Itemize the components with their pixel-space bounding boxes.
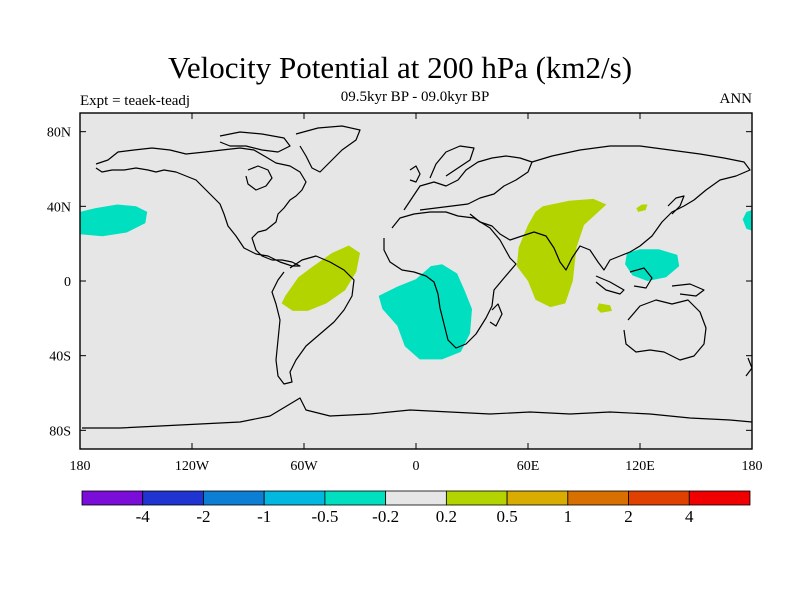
latitude-axis: 80N 40N 0 40S 80S <box>47 126 752 439</box>
y-tick-label: 40S <box>49 350 71 365</box>
coast-australia <box>623 299 707 361</box>
y-tick-label: 80S <box>49 424 71 439</box>
colorbar-label: -0.2 <box>372 507 399 526</box>
region-green-indian-ocean-blob <box>597 303 612 313</box>
colorbar-label: -0.5 <box>311 507 338 526</box>
region-cyan-north-pacific <box>80 204 148 237</box>
coast-hudson-bay <box>245 165 273 191</box>
coast-british-isles <box>409 165 421 183</box>
coast-north-america <box>95 147 307 267</box>
colorbar-label: 4 <box>685 507 694 526</box>
x-tick-label: 180 <box>742 459 763 474</box>
coast-borneo-sumatra <box>595 275 625 295</box>
coast-greenland <box>295 125 361 173</box>
colorbar-box <box>263 490 326 506</box>
x-tick-label: 60W <box>290 459 318 474</box>
coast-scandinavia <box>429 145 475 179</box>
region-green-south-america <box>281 245 360 311</box>
region-cyan-south-atlantic-africa <box>378 264 472 360</box>
region-cyan-maritime-continent <box>625 249 680 281</box>
x-tick-label: 120W <box>175 459 210 474</box>
coast-japan <box>667 195 685 215</box>
coast-new-guinea <box>671 283 705 297</box>
colorbar-box <box>324 490 387 506</box>
colorbar-label: 0.2 <box>436 507 457 526</box>
coast-borneo <box>629 267 653 289</box>
colorbar-label: -2 <box>196 507 210 526</box>
colorbar-box <box>506 490 569 506</box>
region-green-east-asia-blob <box>636 204 648 212</box>
y-tick-label: 0 <box>64 275 71 290</box>
colorbar-label: 2 <box>624 507 633 526</box>
x-tick-label: 0 <box>413 459 420 474</box>
colorbar-box <box>688 490 751 506</box>
colorbar-box <box>445 490 508 506</box>
colorbar-label: -1 <box>257 507 271 526</box>
region-green-south-asia <box>516 198 607 308</box>
colorbar-box <box>81 490 144 506</box>
colorbar-box <box>142 490 204 506</box>
colorbar-label: 0.5 <box>496 507 517 526</box>
x-tick-label: 180 <box>70 459 91 474</box>
experiment-label: Expt = teaek-teadj <box>80 93 191 109</box>
colorbar-box <box>203 490 265 506</box>
region-cyan-dateline-east <box>742 210 752 231</box>
colorbar-box <box>567 490 629 506</box>
coast-antarctica <box>82 397 753 429</box>
colorbar: -4 -2 -1 -0.5 -0.2 0.2 0.5 1 2 4 <box>81 490 751 526</box>
colorbar-label: -4 <box>136 507 151 526</box>
plot-subtitle: 09.5kyr BP - 09.0kyr BP <box>340 89 490 105</box>
y-tick-label: 80N <box>47 126 71 141</box>
coast-south-america <box>271 255 355 385</box>
colorbar-box <box>385 490 447 506</box>
x-tick-label: 60E <box>517 459 540 474</box>
coast-asia <box>469 145 751 271</box>
coast-europe <box>403 155 533 211</box>
anomaly-regions <box>80 198 752 360</box>
x-tick-label: 120E <box>625 459 655 474</box>
plot-title: Velocity Potential at 200 hPa (km2/s) <box>167 50 633 85</box>
colorbar-label: 1 <box>564 507 573 526</box>
longitude-axis: 180 120W 60W 0 60E 120E 180 <box>70 113 763 474</box>
coast-africa <box>383 211 517 349</box>
coast-arctic-islands <box>219 131 291 153</box>
coast-madagascar <box>489 303 503 327</box>
y-tick-label: 40N <box>47 200 71 215</box>
colorbar-box <box>628 490 690 506</box>
season-label: ANN <box>719 91 753 107</box>
